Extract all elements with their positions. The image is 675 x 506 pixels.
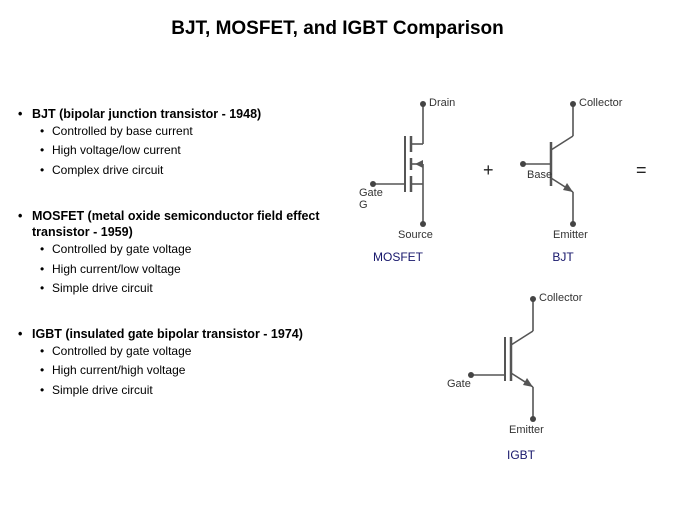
collector-label: Collector (579, 97, 623, 109)
section-head: MOSFET (metal oxide semiconductor field … (18, 208, 338, 241)
bjt-symbol: Collector Base Emitter BJT (503, 86, 623, 266)
bjt-name: BJT (552, 250, 574, 264)
bullet: High voltage/low current (18, 141, 338, 160)
text-column: BJT (bipolar junction transistor - 1948)… (8, 46, 338, 428)
content-row: BJT (bipolar junction transistor - 1948)… (0, 46, 675, 428)
bullet: Controlled by gate voltage (18, 240, 338, 259)
bullet: Complex drive circuit (18, 161, 338, 180)
drain-label: Drain (429, 97, 455, 109)
igbt-gate-label: Gate (447, 378, 471, 390)
section-igbt: IGBT (insulated gate bipolar transistor … (18, 326, 338, 400)
gate-label2: G (359, 199, 368, 211)
bullet: Simple drive circuit (18, 381, 338, 400)
page-title: BJT, MOSFET, and IGBT Comparison (0, 0, 675, 46)
igbt-emitter-label: Emitter (509, 424, 544, 436)
section-bjt: BJT (bipolar junction transistor - 1948)… (18, 106, 338, 180)
bullet: High current/low voltage (18, 260, 338, 279)
section-head: IGBT (insulated gate bipolar transistor … (18, 326, 338, 342)
bullet: High current/high voltage (18, 361, 338, 380)
bullet: Simple drive circuit (18, 279, 338, 298)
igbt-symbol: Collector Gate Emitter IGBT (443, 281, 593, 471)
mosfet-name: MOSFET (373, 250, 424, 264)
emitter-label: Emitter (553, 229, 588, 241)
bullet: Controlled by base current (18, 122, 338, 141)
equals-icon: = (628, 156, 658, 186)
source-label: Source (398, 229, 433, 241)
gate-label: Gate (359, 187, 383, 199)
mosfet-symbol: Drain Gate G Source MOSFET (343, 86, 473, 266)
section-mosfet: MOSFET (metal oxide semiconductor field … (18, 208, 338, 298)
igbt-name: IGBT (507, 448, 536, 462)
igbt-collector-label: Collector (539, 292, 583, 304)
section-head: BJT (bipolar junction transistor - 1948) (18, 106, 338, 122)
plus-icon: + (473, 156, 503, 186)
svg-text:=: = (636, 160, 647, 180)
diagram-column: Drain Gate G Source MOSFET + (338, 46, 667, 428)
svg-text:+: + (483, 160, 494, 180)
base-label: Base (527, 169, 552, 181)
bullet: Controlled by gate voltage (18, 342, 338, 361)
